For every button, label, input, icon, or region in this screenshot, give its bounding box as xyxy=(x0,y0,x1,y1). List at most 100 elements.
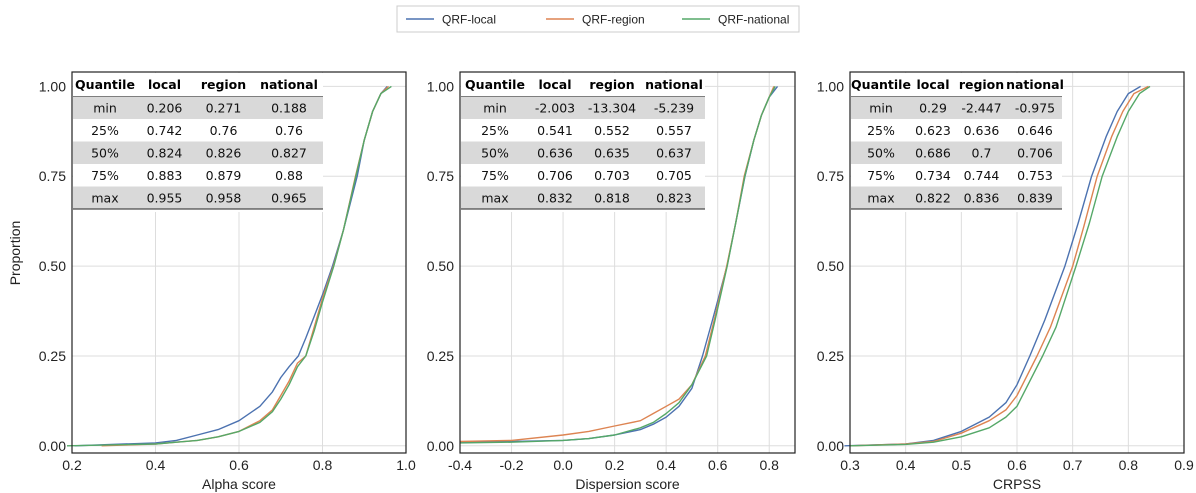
legend-frame xyxy=(396,5,800,33)
series-line-qrf-region xyxy=(849,85,1149,447)
quantile-table: Quantile local region national min -2.003 -13.… xyxy=(461,73,705,212)
table-cell: 0.623 xyxy=(915,123,951,138)
table-cell: 0.206 xyxy=(147,101,183,116)
table-header-cell: region xyxy=(589,77,634,92)
table-header-cell: local xyxy=(148,77,181,92)
table-row: max 0.822 0.836 0.839 xyxy=(851,186,1062,209)
x-axis-label: Dispersion score xyxy=(575,476,679,492)
x-tick-label: 0.5 xyxy=(952,457,972,473)
series-line-qrf-national xyxy=(849,85,1151,447)
table-cell: 0.955 xyxy=(147,191,183,206)
y-tick-label: 0.75 xyxy=(817,168,844,184)
chart-panel-1: 0.2 0.4 0.6 0.8 1.0 0.00 0.25 0.50 0.75 1.00 Alpha… xyxy=(39,71,416,492)
legend-label: QRF-local xyxy=(442,13,496,27)
table-cell: 0.958 xyxy=(206,191,242,206)
table-cell: 25% xyxy=(91,123,119,138)
table-row: 50% 0.636 0.635 0.637 xyxy=(461,141,705,164)
table-cell: 0.646 xyxy=(1017,123,1053,138)
y-tick-label: 0.25 xyxy=(427,348,454,364)
table-row-shade xyxy=(461,186,705,209)
x-tick-label: 0.8 xyxy=(1119,457,1139,473)
table-cell: 25% xyxy=(481,123,509,138)
table-header-cell: Quantile xyxy=(75,77,135,92)
table-header-cell: national xyxy=(1006,77,1064,92)
table-cell: 25% xyxy=(867,123,895,138)
chart-panel-3: 0.3 0.4 0.5 0.6 0.7 0.8 0.9 0.00 0.25 0.50 0.75 1.0… xyxy=(817,71,1194,492)
table-cell: 0.636 xyxy=(537,146,573,161)
x-tick-label: 0.6 xyxy=(1007,457,1027,473)
y-axis-label: Proportion xyxy=(7,221,23,286)
table-row: min -2.003 -13.304 -5.239 xyxy=(461,96,705,119)
table-row: 75% 0.734 0.744 0.753 xyxy=(867,168,1053,183)
table-header-cell: Quantile xyxy=(851,77,911,92)
table-cell: 50% xyxy=(867,146,895,161)
x-tick-label: 0.2 xyxy=(62,457,82,473)
table-cell: 0.686 xyxy=(915,146,951,161)
table-cell: 0.705 xyxy=(656,168,692,183)
y-tick-label: 1.00 xyxy=(39,78,66,94)
table-cell: 0.541 xyxy=(537,123,573,138)
x-tick-label: 0.7 xyxy=(1063,457,1083,473)
chart-panel-2: -0.4 -0.2 0.0 0.2 0.4 0.6 0.8 0.00 0.25 0.50 0.75 1… xyxy=(427,71,796,492)
table-cell: 0.818 xyxy=(594,191,630,206)
table-cell: 0.557 xyxy=(656,123,692,138)
x-tick-label: 0.9 xyxy=(1174,457,1194,473)
table-row: 75% 0.883 0.879 0.88 xyxy=(91,168,303,183)
table-row-shade xyxy=(851,96,1062,119)
x-tick-label: 0.4 xyxy=(656,457,676,473)
table-row: 50% 0.686 0.7 0.706 xyxy=(851,141,1062,164)
table-cell: 0.706 xyxy=(1017,146,1053,161)
y-tick-label: 0.25 xyxy=(39,348,66,364)
table-cell: 0.827 xyxy=(271,146,307,161)
series-line-qrf-national xyxy=(459,86,776,444)
table-header-cell: Quantile xyxy=(465,77,525,92)
table-cell: -2.447 xyxy=(961,101,1001,116)
table-cell: 75% xyxy=(91,168,119,183)
legend-label: QRF-region xyxy=(582,13,645,27)
table-cell: 0.822 xyxy=(915,191,951,206)
table-row: 75% 0.706 0.703 0.705 xyxy=(481,168,692,183)
series-line-qrf-local xyxy=(844,85,1141,447)
table-cell: -5.239 xyxy=(654,101,694,116)
x-tick-label: 0.4 xyxy=(146,457,166,473)
table-cell: 0.635 xyxy=(594,146,630,161)
x-tick-label: -0.2 xyxy=(499,457,523,473)
y-tick-label: 0.25 xyxy=(817,348,844,364)
plot-frame xyxy=(459,71,796,454)
table-row-shade xyxy=(73,96,323,119)
table-cell: min xyxy=(483,101,507,116)
y-tick-label: 0.00 xyxy=(39,438,66,454)
table-row: 50% 0.824 0.826 0.827 xyxy=(73,141,323,164)
table-cell: 0.706 xyxy=(537,168,573,183)
table-cell: 0.188 xyxy=(271,101,307,116)
y-tick-label: 1.00 xyxy=(427,78,454,94)
x-tick-label: 0.6 xyxy=(229,457,249,473)
quantile-table: Quantile local region national min 0.29 -2.447… xyxy=(851,73,1064,212)
table-cell: min xyxy=(869,101,893,116)
series-line-qrf-national xyxy=(66,85,392,447)
table-row: 25% 0.541 0.552 0.557 xyxy=(481,123,692,138)
x-axis-label: Alpha score xyxy=(202,476,276,492)
y-tick-label: 0.00 xyxy=(817,438,844,454)
table-cell: 0.76 xyxy=(275,123,303,138)
table-cell: 0.753 xyxy=(1017,168,1053,183)
table-header-cell: national xyxy=(260,77,318,92)
table-header-cell: local xyxy=(916,77,949,92)
x-axis-label: CRPSS xyxy=(993,476,1041,492)
table-cell: 0.965 xyxy=(271,191,307,206)
legend: QRF-local QRF-region QRF-national xyxy=(396,5,800,33)
table-row-shade xyxy=(851,186,1062,209)
x-tick-label: 0.2 xyxy=(605,457,625,473)
y-tick-label: 0.50 xyxy=(817,258,844,274)
x-tick-label: 0.8 xyxy=(313,457,333,473)
table-cell: min xyxy=(93,101,117,116)
table-cell: -13.304 xyxy=(588,101,636,116)
table-row: 25% 0.742 0.76 0.76 xyxy=(91,123,303,138)
x-tick-label: 0.0 xyxy=(553,457,573,473)
y-tick-label: 0.75 xyxy=(427,168,454,184)
legend-label: QRF-national xyxy=(718,13,789,27)
table-header-cell: national xyxy=(645,77,703,92)
table-row: max 0.955 0.958 0.965 xyxy=(73,186,323,209)
x-tick-label: 0.3 xyxy=(840,457,860,473)
